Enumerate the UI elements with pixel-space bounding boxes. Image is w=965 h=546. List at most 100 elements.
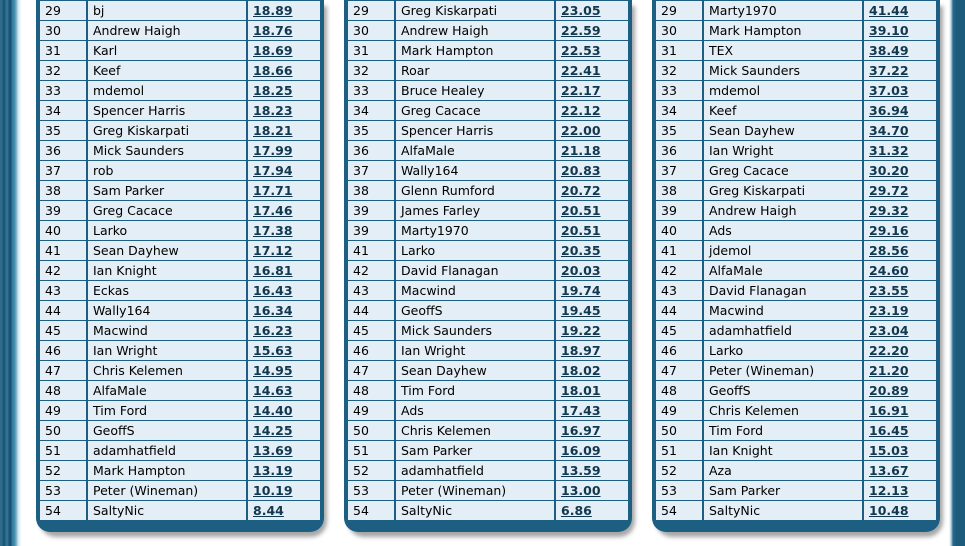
score-link[interactable]: 31.32 — [869, 143, 909, 158]
score-link[interactable]: 20.51 — [561, 223, 601, 238]
score-link[interactable]: 15.03 — [869, 443, 909, 458]
score-link[interactable]: 16.23 — [253, 323, 293, 338]
score-link[interactable]: 17.43 — [561, 403, 601, 418]
score-link[interactable]: 22.17 — [561, 83, 601, 98]
score-link[interactable]: 18.25 — [253, 83, 293, 98]
cell-name: Wally164 — [88, 301, 248, 320]
score-link[interactable]: 19.22 — [561, 323, 601, 338]
score-link[interactable]: 22.12 — [561, 103, 601, 118]
score-link[interactable]: 18.76 — [253, 23, 293, 38]
score-link[interactable]: 39.10 — [869, 23, 909, 38]
cell-score: 16.91 — [864, 401, 936, 420]
score-link[interactable]: 10.19 — [253, 483, 293, 498]
score-link[interactable]: 38.49 — [869, 43, 909, 58]
score-link[interactable]: 22.59 — [561, 23, 601, 38]
score-link[interactable]: 21.20 — [869, 363, 909, 378]
table-row: 46 Larko 22.20 — [656, 341, 936, 360]
score-link[interactable]: 16.09 — [561, 443, 601, 458]
score-link[interactable]: 37.03 — [869, 83, 909, 98]
score-link[interactable]: 22.20 — [869, 343, 909, 358]
score-link[interactable]: 20.51 — [561, 203, 601, 218]
table-row: 50 Chris Kelemen 16.97 — [348, 421, 628, 440]
score-link[interactable]: 18.66 — [253, 63, 293, 78]
score-link[interactable]: 41.44 — [869, 3, 909, 18]
score-link[interactable]: 29.32 — [869, 203, 909, 218]
score-link[interactable]: 15.63 — [253, 343, 293, 358]
score-link[interactable]: 29.72 — [869, 183, 909, 198]
table-row: 42 AlfaMale 24.60 — [656, 261, 936, 280]
score-link[interactable]: 23.19 — [869, 303, 909, 318]
score-link[interactable]: 21.18 — [561, 143, 601, 158]
cell-rank: 29 — [40, 1, 88, 20]
score-link[interactable]: 8.44 — [253, 503, 284, 518]
score-link[interactable]: 18.21 — [253, 123, 293, 138]
score-link[interactable]: 17.46 — [253, 203, 293, 218]
score-link[interactable]: 17.99 — [253, 143, 293, 158]
score-link[interactable]: 6.86 — [561, 503, 592, 518]
score-link[interactable]: 23.55 — [869, 283, 909, 298]
score-link[interactable]: 22.41 — [561, 63, 601, 78]
score-link[interactable]: 18.01 — [561, 383, 601, 398]
table-row: 49 Ads 17.43 — [348, 401, 628, 420]
score-link[interactable]: 14.63 — [253, 383, 293, 398]
cell-name: Ian Wright — [704, 141, 864, 160]
score-link[interactable]: 17.38 — [253, 223, 293, 238]
score-link[interactable]: 23.05 — [561, 3, 601, 18]
score-link[interactable]: 16.43 — [253, 283, 293, 298]
table-row: 52 adamhatfield 13.59 — [348, 461, 628, 480]
score-link[interactable]: 18.69 — [253, 43, 293, 58]
score-link[interactable]: 28.56 — [869, 243, 909, 258]
left-decorative-stripes — [0, 0, 30, 546]
score-link[interactable]: 22.00 — [561, 123, 601, 138]
table-row: 53 Peter (Wineman) 10.19 — [40, 481, 320, 500]
cell-score: 22.59 — [556, 21, 628, 40]
score-link[interactable]: 16.81 — [253, 263, 293, 278]
score-link[interactable]: 19.74 — [561, 283, 601, 298]
score-link[interactable]: 30.20 — [869, 163, 909, 178]
cell-score: 19.74 — [556, 281, 628, 300]
cell-score: 16.34 — [248, 301, 320, 320]
score-link[interactable]: 14.40 — [253, 403, 293, 418]
score-link[interactable]: 13.67 — [869, 463, 909, 478]
score-link[interactable]: 13.59 — [561, 463, 601, 478]
cell-score: 41.44 — [864, 1, 936, 20]
score-link[interactable]: 16.34 — [253, 303, 293, 318]
score-link[interactable]: 14.95 — [253, 363, 293, 378]
cell-score: 14.95 — [248, 361, 320, 380]
score-link[interactable]: 18.02 — [561, 363, 601, 378]
score-link[interactable]: 18.89 — [253, 3, 293, 18]
score-link[interactable]: 29.16 — [869, 223, 909, 238]
score-link[interactable]: 13.19 — [253, 463, 293, 478]
score-link[interactable]: 20.35 — [561, 243, 601, 258]
score-link[interactable]: 18.97 — [561, 343, 601, 358]
score-link[interactable]: 17.12 — [253, 243, 293, 258]
score-link[interactable]: 12.13 — [869, 483, 909, 498]
score-link[interactable]: 10.48 — [869, 503, 909, 518]
cell-score: 8.44 — [248, 501, 320, 520]
score-link[interactable]: 24.60 — [869, 263, 909, 278]
score-link[interactable]: 20.72 — [561, 183, 601, 198]
cell-name: David Flanagan — [704, 281, 864, 300]
table-row: 51 Ian Knight 15.03 — [656, 441, 936, 460]
score-link[interactable]: 20.03 — [561, 263, 601, 278]
score-link[interactable]: 37.22 — [869, 63, 909, 78]
score-link[interactable]: 18.23 — [253, 103, 293, 118]
score-link[interactable]: 20.83 — [561, 163, 601, 178]
score-link[interactable]: 13.00 — [561, 483, 601, 498]
score-link[interactable]: 19.45 — [561, 303, 601, 318]
score-link[interactable]: 34.70 — [869, 123, 909, 138]
score-link[interactable]: 16.97 — [561, 423, 601, 438]
score-link[interactable]: 23.04 — [869, 323, 909, 338]
cell-score: 28.56 — [864, 241, 936, 260]
score-link[interactable]: 17.94 — [253, 163, 293, 178]
score-link[interactable]: 36.94 — [869, 103, 909, 118]
score-link[interactable]: 14.25 — [253, 423, 293, 438]
cell-name: Keef — [88, 61, 248, 80]
score-link[interactable]: 13.69 — [253, 443, 293, 458]
cell-name: Marty1970 — [704, 1, 864, 20]
score-link[interactable]: 17.71 — [253, 183, 293, 198]
score-link[interactable]: 20.89 — [869, 383, 909, 398]
score-link[interactable]: 16.45 — [869, 423, 909, 438]
score-link[interactable]: 22.53 — [561, 43, 601, 58]
score-link[interactable]: 16.91 — [869, 403, 909, 418]
